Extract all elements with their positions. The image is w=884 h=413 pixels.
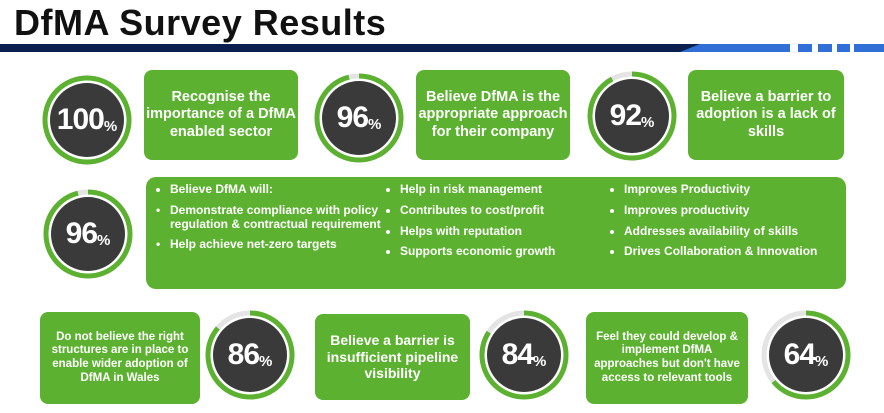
- stat-text-box: Believe a barrier is insufficient pipeli…: [315, 314, 470, 400]
- benefit-item: Addresses availability of skills: [624, 224, 843, 239]
- ring-progress: [314, 73, 404, 163]
- dfma-benefits-panel: Believe DfMA will: Demonstrate complianc…: [146, 177, 846, 289]
- page-title: DfMA Survey Results: [14, 2, 387, 43]
- stat-circle-86: 86%: [213, 318, 287, 392]
- benefits-column-3: Improves Productivity Improves productiv…: [608, 182, 843, 266]
- ring-progress: [205, 310, 295, 400]
- benefit-item: Demonstrate compliance with policy regul…: [154, 203, 384, 232]
- benefit-item: Drives Collaboration & Innovation: [624, 245, 843, 259]
- stat-ring-100: [42, 75, 132, 165]
- stat-circle-96-benefits: 96%: [51, 197, 125, 271]
- benefit-item: Contributes to cost/profit: [400, 203, 599, 218]
- benefit-item: Improves productivity: [624, 203, 843, 218]
- stat-text-box: Feel they could develop & implement DfMA…: [586, 312, 748, 404]
- stat-text-box: Do not believe the right structures are …: [40, 312, 200, 404]
- benefit-item: Improves Productivity: [624, 182, 843, 197]
- benefit-item: Help in risk management: [400, 182, 599, 197]
- benefit-item: Supports economic growth: [400, 245, 599, 259]
- ring-progress: [479, 310, 569, 400]
- stat-text-box: Believe DfMA is the appropriate approach…: [416, 70, 570, 160]
- benefits-heading: Believe DfMA will:: [170, 182, 384, 197]
- stat-ring-84: [479, 310, 569, 400]
- ring-progress: [761, 310, 851, 400]
- stat-circle-96: 96%: [322, 81, 396, 155]
- benefit-item: Help achieve net-zero targets: [154, 238, 384, 252]
- stat-ring-96-benefits: [43, 189, 133, 279]
- stat-text-box: Recognise the importance of a DfMA enabl…: [144, 70, 298, 160]
- stat-circle-84: 84%: [487, 318, 561, 392]
- stat-ring-64: [761, 310, 851, 400]
- stat-ring-92: [587, 71, 677, 161]
- stat-ring-96: [314, 73, 404, 163]
- stat-circle-92: 92%: [595, 79, 669, 153]
- benefits-column-2: Help in risk management Contributes to c…: [384, 182, 599, 266]
- ring-progress: [587, 71, 677, 161]
- benefit-item: Helps with reputation: [400, 224, 599, 239]
- stat-text-box: Believe a barrier to adoption is a lack …: [688, 70, 844, 160]
- stat-ring-86: [205, 310, 295, 400]
- ring-progress: [43, 189, 133, 279]
- title-underline: [0, 44, 884, 52]
- stat-circle-100: 100%: [50, 83, 124, 157]
- ring-progress: [42, 75, 132, 165]
- stat-circle-64: 64%: [769, 318, 843, 392]
- benefits-column-1: Believe DfMA will: Demonstrate complianc…: [154, 182, 384, 259]
